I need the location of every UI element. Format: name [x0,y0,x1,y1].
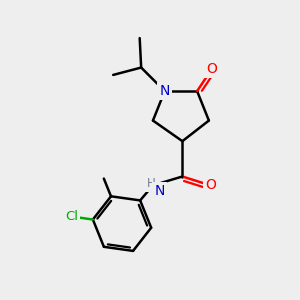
Text: Cl: Cl [65,210,78,223]
Text: H: H [147,177,156,190]
Text: N: N [154,184,165,198]
Text: O: O [206,62,217,76]
Text: O: O [205,178,216,192]
Text: N: N [160,84,170,98]
